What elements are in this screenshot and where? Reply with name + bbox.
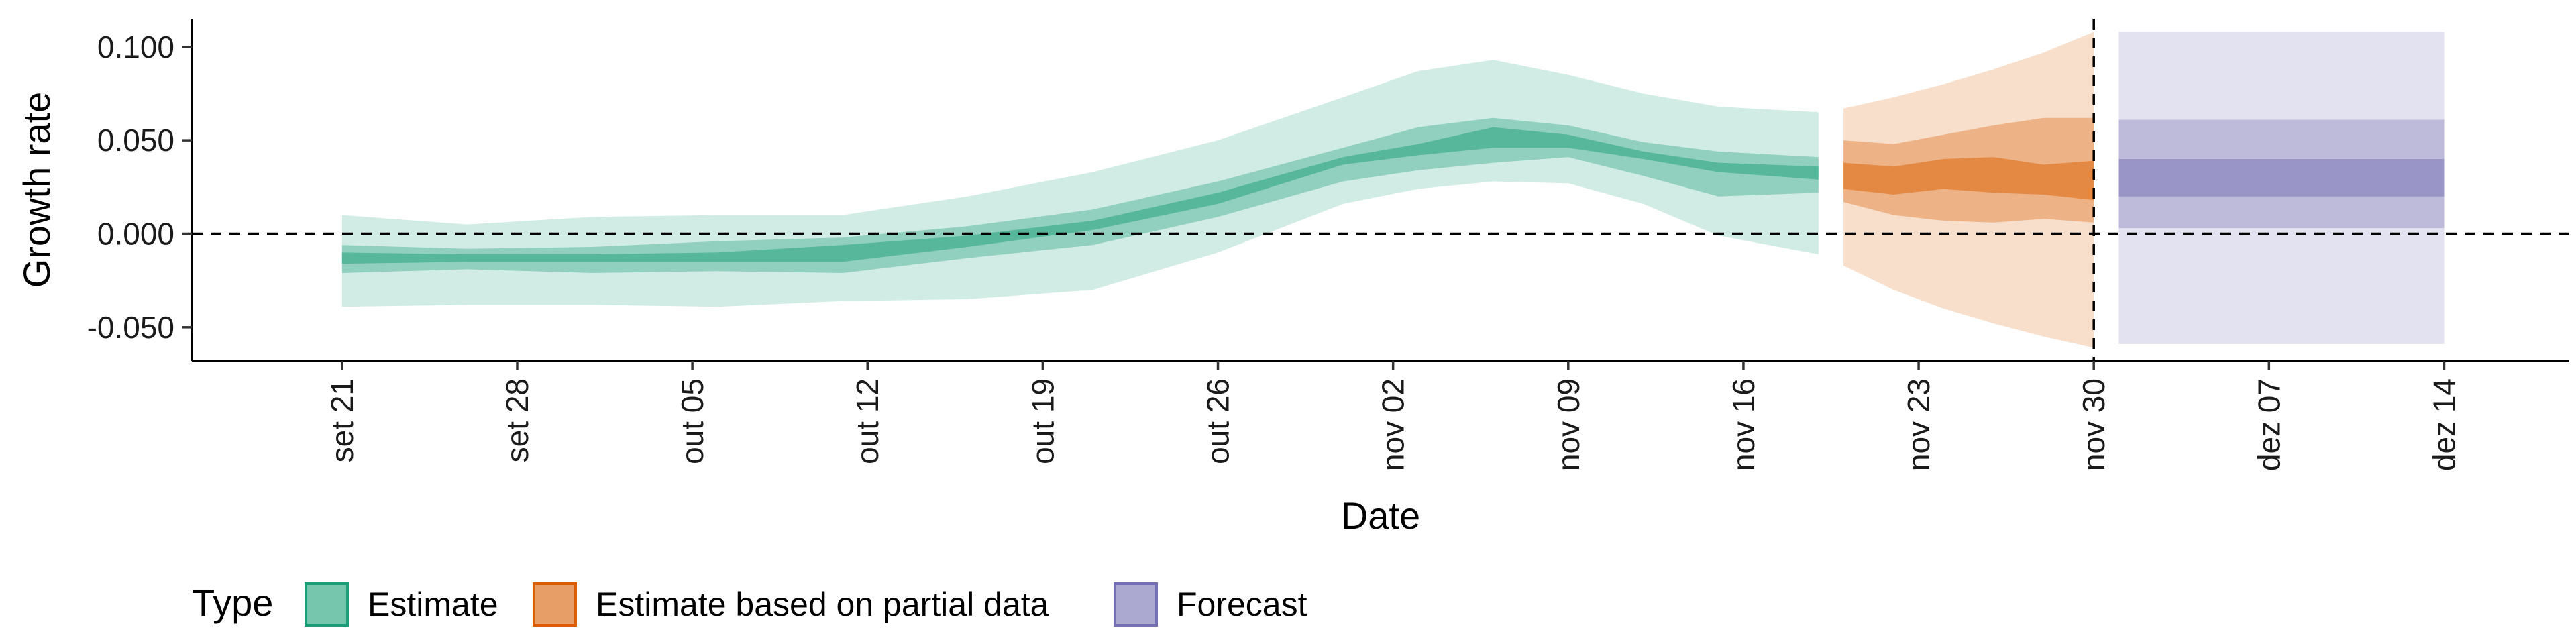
legend: Type Estimate Estimate based on partial d… <box>192 582 1307 627</box>
legend-swatch <box>305 582 349 627</box>
y-axis-ticks: 0.100 0.050 0.000 -0.050 <box>87 30 192 345</box>
x-tick-label: set 28 <box>500 378 535 462</box>
reference-lines <box>192 19 2569 361</box>
x-tick-label: out 12 <box>850 378 885 464</box>
y-tick-label: -0.050 <box>87 310 174 345</box>
y-tick-label: 0.100 <box>97 30 174 64</box>
legend-label: Estimate based on partial data <box>596 586 1049 623</box>
legend-label: Forecast <box>1177 586 1307 623</box>
y-axis-title: Growth rate <box>15 92 58 288</box>
x-tick-label: set 21 <box>325 378 360 462</box>
y-tick-label: 0.000 <box>97 216 174 251</box>
axes <box>191 19 2569 362</box>
legend-swatch <box>1114 582 1158 627</box>
x-axis-ticks: set 21 set 28 out 05 out 12 out 19 out 26 nov … <box>325 361 2461 471</box>
ribbon-layer <box>341 32 2445 348</box>
x-tick-label: dez 14 <box>2426 378 2461 471</box>
x-tick-label: out 26 <box>1201 378 1236 464</box>
x-tick-label: out 05 <box>675 378 710 464</box>
x-tick-label: nov 02 <box>1376 378 1411 471</box>
legend-swatch <box>533 582 577 627</box>
y-tick-label: 0.050 <box>97 123 174 158</box>
x-tick-label: dez 07 <box>2251 378 2286 471</box>
x-axis-title: Date <box>1341 494 1420 537</box>
x-tick-label: nov 16 <box>1726 378 1761 471</box>
x-tick-label: nov 23 <box>1901 378 1936 471</box>
estimate-band-90 <box>341 60 1819 307</box>
legend-title: Type <box>192 582 273 624</box>
x-tick-label: nov 09 <box>1551 378 1586 471</box>
legend-label: Estimate <box>368 586 498 623</box>
x-tick-label: out 19 <box>1025 378 1060 464</box>
estimate-based-on-partial-data-band-20 <box>1843 157 2094 201</box>
x-tick-label: nov 30 <box>2076 378 2111 471</box>
forecast-band-20 <box>2118 159 2445 197</box>
estimate-band-50 <box>341 117 1819 273</box>
